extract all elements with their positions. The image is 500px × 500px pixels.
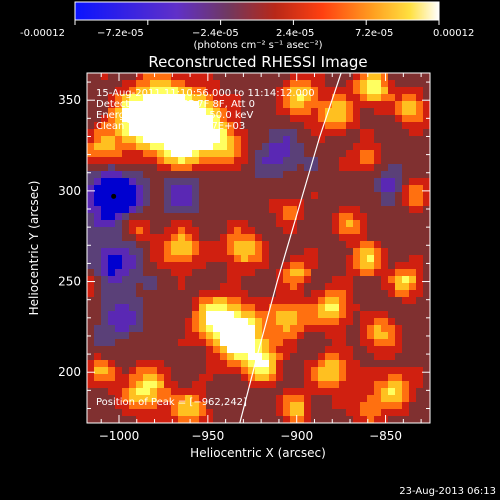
colorbar: -0.00012 −7.2e-05 −2.4e-05 2.4e-05 7.2e-… [20, 1, 474, 51]
colorbar-tick-label: 2.4e-05 [276, 28, 314, 39]
x-tick-label: −950 [191, 429, 224, 443]
heatmap-image [87, 73, 430, 423]
y-tick-label: 200 [58, 365, 81, 379]
y-axis: 200 250 300 350 [58, 81, 430, 409]
colorbar-unit-label: (photons cm⁻² s⁻¹ asec⁻²) [193, 40, 322, 51]
annotation-detectors: Detectors: 4F 5F 6F 7F 8F, Att 0 [96, 99, 255, 110]
peak-position-label: Position of Peak = [−962,242] [96, 397, 247, 408]
solar-limb-line [239, 73, 342, 423]
chart-title: Reconstructed RHESSI Image [148, 53, 367, 71]
colorbar-tick-label: -0.00012 [20, 28, 65, 39]
timestamp: 23-Aug-2013 06:13 [399, 486, 496, 497]
x-tick-label: −850 [369, 429, 402, 443]
y-tick-label: 250 [58, 275, 81, 289]
x-tick-label: −1000 [99, 429, 140, 443]
colorbar-tick-label: −2.4e-05 [192, 28, 239, 39]
colorbar-ticks [74, 20, 440, 25]
peak-marker [111, 193, 117, 199]
colorbar-gradient [74, 1, 440, 21]
y-axis-label: Heliocentric Y (arcsec) [27, 181, 41, 316]
y-tick-label: 350 [58, 93, 81, 107]
annotation-clean-counts: Clean Total Counts: 5.87E+03 [96, 121, 245, 132]
annotation-block: 15-Aug-2011 11:10:56.000 to 11:14:12.000… [96, 88, 315, 132]
plot-frame [86, 72, 431, 424]
colorbar-tick-label: 7.2e-05 [355, 28, 393, 39]
x-axis: −1000 −950 −900 −850 [99, 73, 422, 443]
annotation-energy-range: Energy Range: 30.0 − 50.0 keV [96, 110, 253, 121]
colorbar-tick-label: 0.00012 [433, 28, 474, 39]
x-tick-label: −900 [280, 429, 313, 443]
annotation-time-range: 15-Aug-2011 11:10:56.000 to 11:14:12.000 [96, 88, 315, 99]
y-tick-label: 300 [58, 184, 81, 198]
x-axis-label: Heliocentric X (arcsec) [190, 446, 326, 460]
colorbar-tick-label: −7.2e-05 [97, 28, 144, 39]
